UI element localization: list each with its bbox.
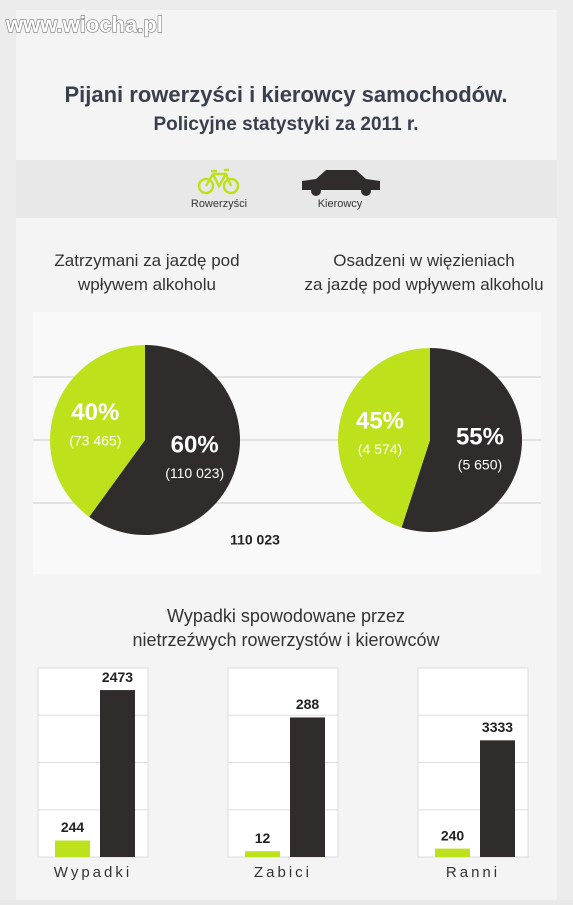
- section-title: Wypadki spowodowane przez nietrzeźwych ro…: [132, 606, 440, 650]
- bar-value: 3333: [482, 719, 513, 735]
- legend-label: Rowerzyści: [191, 198, 247, 210]
- bar-value: 288: [296, 696, 320, 712]
- x-label: Ranni: [446, 864, 500, 881]
- bar: [100, 690, 135, 857]
- bar-value: 2473: [102, 669, 133, 685]
- pie-count: (110 023): [165, 465, 224, 481]
- bicycle-icon: [197, 168, 240, 195]
- bar-value: 244: [61, 819, 85, 835]
- bar: [55, 840, 90, 857]
- car-wheel: [311, 186, 321, 196]
- pie-percent: 40%: [71, 399, 119, 426]
- bar: [480, 740, 515, 857]
- legend-label: Kierowcy: [318, 198, 363, 210]
- watermark: www.wiocha.pl: [5, 12, 163, 37]
- pie-slice: [337, 348, 430, 528]
- pie-percent: 45%: [356, 407, 404, 434]
- pie-slice: [50, 345, 145, 517]
- bar: [290, 717, 325, 857]
- x-label: Wypadki: [54, 864, 132, 881]
- pie-count: (4 574): [358, 441, 402, 457]
- title: Pijani rowerzyści i kierowcy samochodów.: [64, 82, 507, 107]
- pie-title: Zatrzymani za jazdę pod wpływem alkoholu: [54, 251, 239, 294]
- bar-value: 240: [441, 827, 465, 843]
- pie-slice: [401, 348, 522, 532]
- car-icon: [302, 170, 380, 190]
- pie-slice: [89, 345, 241, 535]
- pie-percent: 55%: [456, 423, 504, 450]
- pie-count: (5 650): [458, 457, 502, 473]
- bar: [245, 851, 280, 857]
- annotation: 110 023: [230, 532, 280, 548]
- pie-count: (73 465): [69, 433, 121, 449]
- bar-value: 12: [255, 830, 271, 846]
- subtitle: Policyjne statystyki za 2011 r.: [153, 114, 418, 135]
- bar: [435, 848, 470, 857]
- car-wheel: [361, 186, 371, 196]
- x-label: Zabici: [254, 864, 312, 881]
- pie-title: Osadzeni w więzieniach za jazdę pod wpływ…: [304, 251, 543, 294]
- legend-band: [16, 160, 557, 218]
- pie-percent: 60%: [171, 431, 219, 458]
